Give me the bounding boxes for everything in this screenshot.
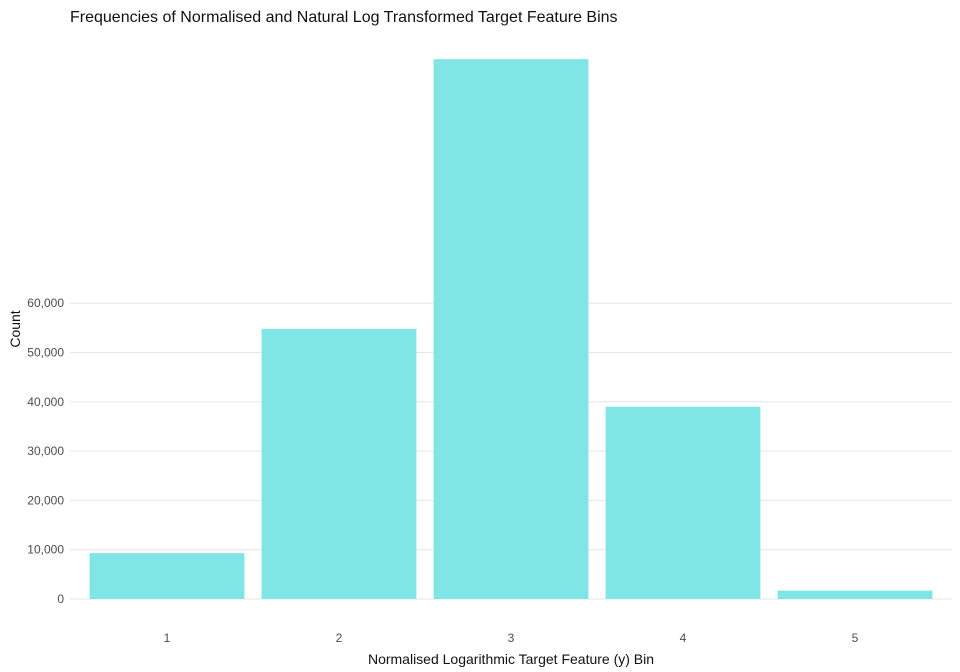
- y-tick-label: 40,000: [27, 395, 64, 409]
- chart-title: Frequencies of Normalised and Natural Lo…: [70, 9, 618, 26]
- bar-5: [777, 590, 933, 599]
- x-tick-label: 1: [164, 631, 171, 645]
- x-tick-label: 2: [336, 631, 343, 645]
- bars: [89, 59, 933, 600]
- bar-4: [605, 406, 761, 599]
- bar-3: [433, 59, 589, 600]
- bar-1: [89, 553, 245, 599]
- x-axis-ticks: 1 2 3 4 5: [164, 631, 859, 645]
- y-tick-label: 50,000: [27, 346, 64, 360]
- x-tick-label: 4: [680, 631, 687, 645]
- y-tick-label: 10,000: [27, 543, 64, 557]
- x-tick-label: 3: [508, 631, 515, 645]
- y-axis-title: Count: [7, 310, 23, 347]
- y-tick-label: 60,000: [27, 296, 64, 310]
- x-tick-label: 5: [852, 631, 859, 645]
- y-axis-ticks: 0 10,000 20,000 30,000 40,000 50,000 60,000: [27, 296, 64, 606]
- y-tick-label: 20,000: [27, 493, 64, 507]
- y-tick-label: 30,000: [27, 444, 64, 458]
- x-axis-title: Normalised Logarithmic Target Feature (y…: [368, 651, 654, 667]
- y-tick-label: 0: [57, 592, 64, 606]
- bar-2: [261, 328, 417, 599]
